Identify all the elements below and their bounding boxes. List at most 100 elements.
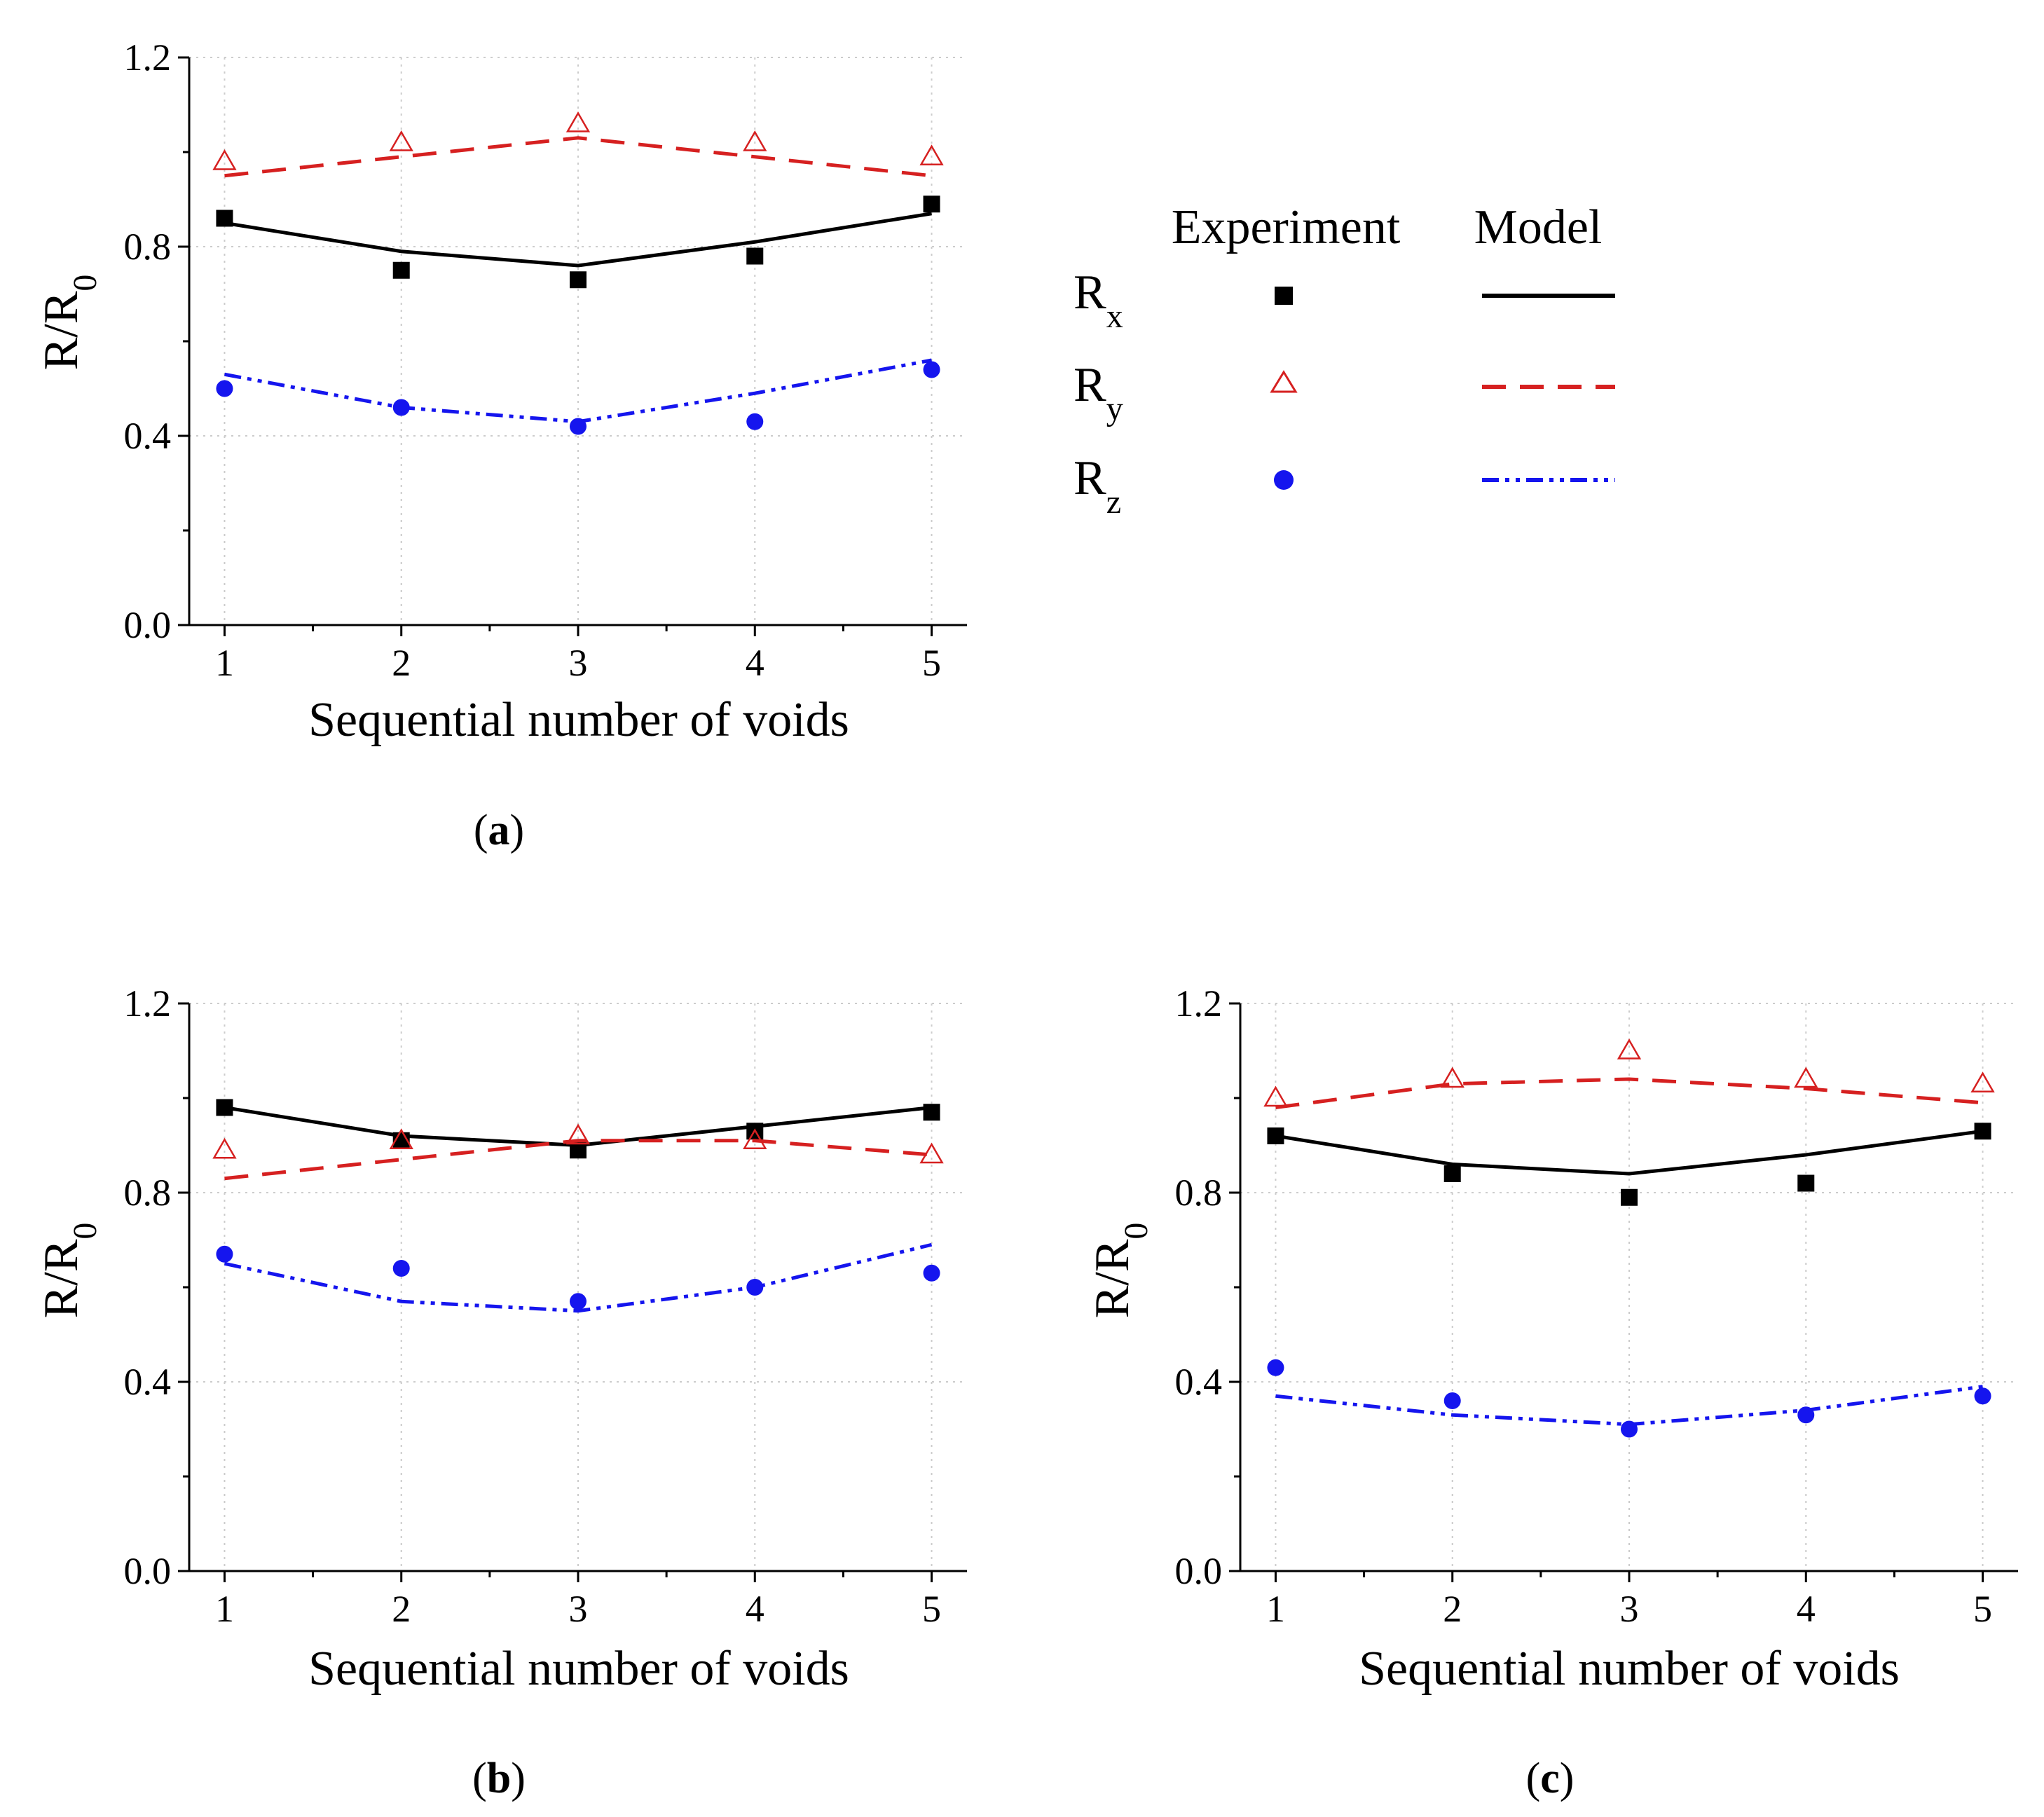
panel-b-point-ry-4 bbox=[743, 1128, 767, 1149]
panel-b-model-line-rz bbox=[224, 1242, 933, 1313]
panel-b-x-tick-label-5: 5 bbox=[922, 1588, 941, 1630]
panel-a-point-ry-3 bbox=[565, 111, 591, 132]
panel-b-x-tick-label-3: 3 bbox=[569, 1588, 588, 1630]
panel-a-point-rz-1 bbox=[216, 380, 233, 397]
panel-c-point-rx-3 bbox=[1621, 1188, 1638, 1206]
panel-c-point-rx-2 bbox=[1443, 1165, 1461, 1182]
panel-b-x-tick-label-4: 4 bbox=[746, 1588, 764, 1630]
panel-c-y-tick-label-1: 0.0 bbox=[1175, 1550, 1223, 1592]
panel-c-y-tick-label-4: 1.2 bbox=[1175, 982, 1223, 1024]
panel-b-point-rz-4 bbox=[746, 1279, 764, 1296]
panel-a-point-rz-5 bbox=[923, 361, 940, 378]
panel-a-model-line-rz bbox=[224, 358, 933, 424]
panel-a-point-rx-3 bbox=[570, 271, 587, 289]
panel-b-y-tick-label-2: 0.4 bbox=[124, 1361, 172, 1403]
panel-b-point-rx-5 bbox=[923, 1104, 940, 1121]
panel-a-y-axis-title: R/R0 bbox=[34, 275, 104, 371]
panel-a-x-tick-label-5: 5 bbox=[922, 642, 941, 684]
panel-b-model-line-ry bbox=[224, 1139, 932, 1181]
panel-c-model-line-ry bbox=[1275, 1077, 1983, 1109]
panel-c-x-tick-label-5: 5 bbox=[1973, 1588, 1992, 1630]
panel-c-point-rx-4 bbox=[1797, 1174, 1815, 1192]
panel-a-model-line-rx bbox=[224, 212, 932, 268]
panel-c-point-ry-4 bbox=[1794, 1067, 1818, 1088]
panel-a-point-rz-4 bbox=[746, 413, 764, 430]
legend-marker-rz bbox=[1274, 470, 1294, 490]
panel-b-x-axis-title: Sequential number of voids bbox=[308, 1642, 849, 1696]
panel-a-x-axis-title: Sequential number of voids bbox=[308, 693, 849, 747]
panel-c-point-ry-5 bbox=[1970, 1071, 1995, 1092]
panel-b-point-rz-5 bbox=[923, 1264, 940, 1282]
panel-a-point-ry-2 bbox=[389, 130, 413, 151]
panel-c-point-ry-2 bbox=[1440, 1067, 1465, 1088]
panel-c-y-tick-label-2: 0.4 bbox=[1175, 1361, 1223, 1403]
panel-c-plot-area: 0.0 0.4 0.8 1.2 1 2 3 4 5 bbox=[1175, 982, 2018, 1630]
panel-c-x-tick-label-1: 1 bbox=[1266, 1588, 1285, 1630]
panel-a-plot-area: 0.0 0.4 0.8 1.2 1 2 3 4 5 bbox=[124, 36, 967, 684]
panel-b-point-rz-3 bbox=[570, 1293, 587, 1310]
panel-a-y-tick-label-2: 0.4 bbox=[124, 415, 172, 457]
panel-b-plot-area: 0.0 0.4 0.8 1.2 1 2 3 4 5 bbox=[124, 982, 967, 1630]
panel-c-point-rz-5 bbox=[1974, 1387, 1991, 1405]
panel-a-y-tick-label-1: 0.0 bbox=[124, 604, 172, 646]
panel-a-point-rx-4 bbox=[746, 247, 764, 265]
panel-c-point-rz-2 bbox=[1443, 1392, 1461, 1409]
panel-a-point-ry-1 bbox=[212, 149, 237, 170]
panel-a-point-rz-2 bbox=[392, 399, 410, 416]
panel-c-point-rz-1 bbox=[1267, 1359, 1284, 1376]
panel-c-point-rz-4 bbox=[1797, 1406, 1815, 1424]
panel-c-x-tick-label-4: 4 bbox=[1797, 1588, 1816, 1630]
legend-label-ry: Ry bbox=[1074, 358, 1123, 427]
panel-a-point-rx-2 bbox=[392, 261, 410, 279]
panel-b-y-axis-title: R/R0 bbox=[34, 1223, 104, 1319]
panel-b-label: (b) bbox=[472, 1755, 526, 1802]
panel-c-x-tick-label-2: 2 bbox=[1443, 1588, 1462, 1630]
panel-c-y-tick-label-3: 0.8 bbox=[1175, 1172, 1223, 1214]
panel-b-point-ry-2 bbox=[389, 1128, 413, 1149]
panel-c-point-rx-5 bbox=[1974, 1123, 1991, 1140]
legend-label-rz: Rz bbox=[1074, 451, 1121, 521]
panel-a: 0.0 0.4 0.8 1.2 1 2 3 4 5 Sequential number of v… bbox=[34, 36, 967, 854]
panel-b-point-ry-3 bbox=[565, 1123, 591, 1145]
panel-a-x-tick-label-1: 1 bbox=[215, 642, 234, 684]
panel-a-x-tick-label-3: 3 bbox=[569, 642, 588, 684]
panel-a-point-rx-5 bbox=[923, 196, 940, 213]
panel-a-point-ry-5 bbox=[919, 144, 944, 165]
panel-c-point-ry-3 bbox=[1617, 1038, 1642, 1060]
panel-c-y-axis-title: R/R0 bbox=[1085, 1223, 1155, 1319]
panel-a-x-tick-label-4: 4 bbox=[746, 642, 764, 684]
panel-b: 0.0 0.4 0.8 1.2 1 2 3 4 5 Sequential number of v… bbox=[34, 982, 967, 1802]
panel-b-point-rz-1 bbox=[216, 1245, 233, 1263]
panel-b-y-tick-label-3: 0.8 bbox=[124, 1172, 172, 1214]
panel-a-point-ry-4 bbox=[743, 130, 767, 151]
panel-c-label: (c) bbox=[1526, 1755, 1575, 1802]
panel-c-point-rz-3 bbox=[1621, 1420, 1638, 1438]
panel-a-y-tick-label-3: 0.8 bbox=[124, 226, 172, 268]
panel-c-point-rx-1 bbox=[1267, 1127, 1284, 1144]
panel-c-x-tick-label-3: 3 bbox=[1620, 1588, 1639, 1630]
panel-a-label: (a) bbox=[474, 807, 524, 854]
panel-c-x-axis-title: Sequential number of voids bbox=[1359, 1642, 1900, 1696]
panel-c-model-line-rx bbox=[1275, 1129, 1983, 1176]
legend-experiment-header: Experiment bbox=[1172, 200, 1401, 254]
panel-b-point-ry-5 bbox=[919, 1142, 944, 1164]
panel-b-point-rx-1 bbox=[216, 1099, 233, 1116]
panel-b-y-tick-label-4: 1.2 bbox=[124, 982, 172, 1024]
legend-marker-rx bbox=[1275, 287, 1293, 305]
panel-b-point-rz-2 bbox=[392, 1260, 410, 1277]
panel-c-point-ry-1 bbox=[1263, 1085, 1288, 1107]
legend-marker-ry bbox=[1270, 370, 1298, 393]
panel-b-point-ry-1 bbox=[212, 1137, 237, 1159]
panel-b-x-tick-label-2: 2 bbox=[392, 1588, 411, 1630]
panel-a-point-rz-3 bbox=[570, 418, 587, 435]
panel-a-model-line-ry bbox=[224, 136, 932, 178]
panel-a-point-rx-1 bbox=[216, 210, 233, 227]
legend: Experiment Model Rx Ry Rz bbox=[1074, 200, 1615, 521]
legend-model-header: Model bbox=[1474, 200, 1603, 254]
panel-c: 0.0 0.4 0.8 1.2 1 2 3 4 5 Sequential number of v… bbox=[1085, 982, 2018, 1802]
panel-b-x-tick-label-1: 1 bbox=[215, 1588, 234, 1630]
legend-label-rx: Rx bbox=[1074, 266, 1123, 335]
panel-a-y-tick-label-4: 1.2 bbox=[124, 36, 172, 78]
panel-b-y-tick-label-1: 0.0 bbox=[124, 1550, 172, 1592]
